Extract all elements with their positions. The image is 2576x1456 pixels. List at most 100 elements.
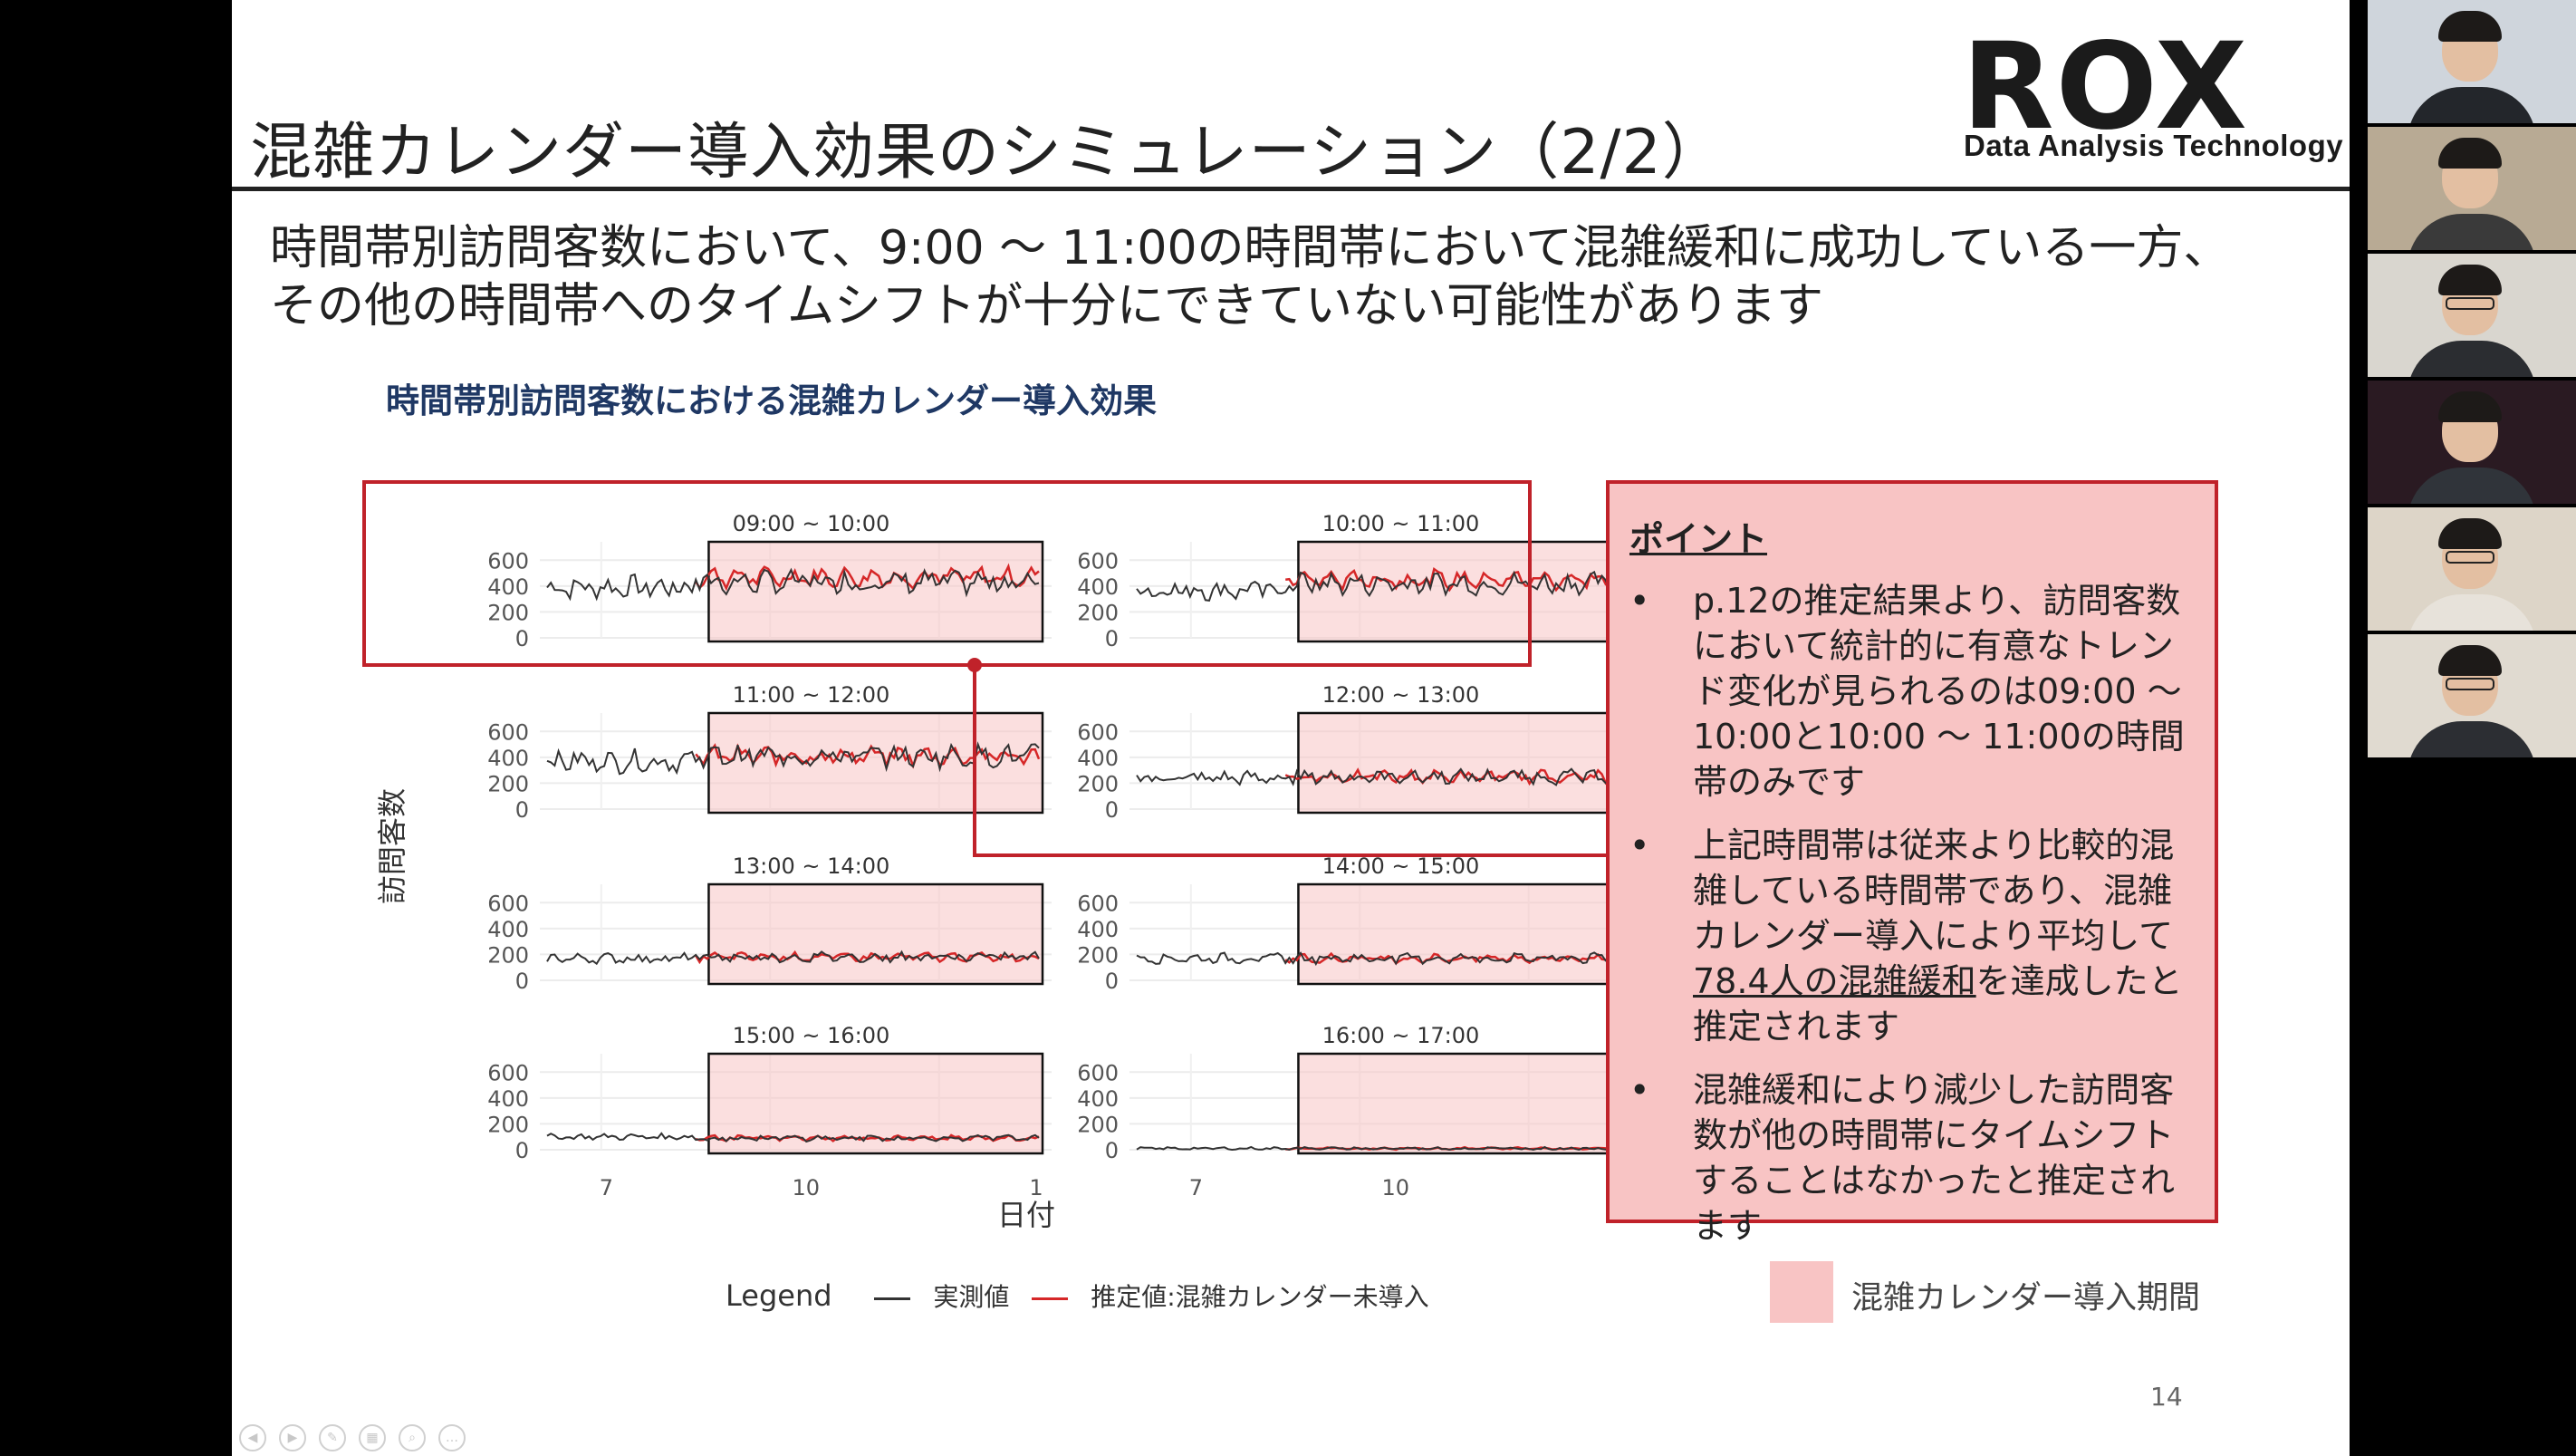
x-tick-label: 10	[1382, 1175, 1410, 1200]
participant-hair	[2438, 265, 2502, 295]
intervention-period-rect	[707, 540, 1044, 643]
y-tick-label: 200	[1077, 600, 1119, 625]
participant-video-tile[interactable]	[2368, 634, 2576, 757]
next-slide-icon[interactable]: ▶	[279, 1424, 306, 1451]
series-line-actual	[1136, 951, 1629, 967]
series-line-actual	[1136, 570, 1629, 603]
lead-line-1: 時間帯別訪問客数において、9:00 ～ 11:00の時間帯において混雑緩和に成功…	[270, 221, 2231, 275]
participant-hair	[2438, 11, 2502, 42]
panel-title: 09:00 ~ 10:00	[733, 511, 890, 536]
previous-slide-icon[interactable]: ◀	[239, 1424, 266, 1451]
participants-panel	[2368, 0, 2576, 1456]
period-swatch	[1770, 1261, 1833, 1323]
participant-hair	[2438, 138, 2502, 169]
slides-grid-icon[interactable]: ▦	[359, 1424, 386, 1451]
glasses-icon	[2446, 551, 2494, 564]
panel-title: 16:00 ~ 17:00	[1322, 1023, 1480, 1048]
y-tick-label: 400	[487, 917, 529, 942]
y-tick-label: 600	[487, 548, 529, 574]
more-options-icon[interactable]: …	[438, 1424, 466, 1451]
legend-estimate-swatch	[1032, 1297, 1069, 1300]
panel-title: 10:00 ~ 11:00	[1322, 511, 1480, 536]
zoom-icon[interactable]: ⌕	[399, 1424, 426, 1451]
y-tick-label: 200	[487, 600, 529, 625]
point-callout: ポイント • p.12の推定結果より、訪問客数において統計的に有意なトレンド変化…	[1606, 480, 2218, 1246]
slideshow-controls: ◀ ▶ ✎ ▦ ⌕ …	[239, 1424, 466, 1451]
y-tick-label: 600	[1077, 548, 1119, 574]
y-tick-label: 0	[1105, 797, 1119, 823]
bullet-dot: •	[1629, 1070, 1650, 1110]
legend-title: Legend	[726, 1278, 832, 1313]
y-tick-label: 600	[1077, 891, 1119, 916]
bullet-text-pre: 上記時間帯は従来より比較的混雑している時間帯であり、混雑カレンダー導入により平均…	[1693, 825, 2175, 956]
bullet-dot: •	[1629, 581, 1650, 621]
lead-text: 時間帯別訪問客数において、9:00 ～ 11:00の時間帯において混雑緩和に成功…	[270, 219, 2317, 335]
page-number: 14	[2150, 1382, 2183, 1412]
participant-video-tile[interactable]	[2368, 381, 2576, 504]
y-tick-label: 400	[1077, 574, 1119, 600]
series-line-estimate	[695, 563, 1040, 592]
series-line-estimate	[1285, 567, 1630, 593]
lead-line-2: その他の時間帯へのタイムシフトが十分にできていない可能性があります	[270, 279, 1823, 333]
participant-video-tile[interactable]	[2368, 127, 2576, 250]
logo-subtitle: Data Analysis Technology	[1964, 129, 2344, 162]
bullet-text: 上記時間帯は従来より比較的混雑している時間帯であり、混雑カレンダー導入により平均…	[1693, 823, 2200, 1049]
point-heading: ポイント	[1629, 519, 1768, 559]
x-axis-title: 日付	[997, 1198, 1055, 1232]
y-tick-label: 200	[487, 1112, 529, 1137]
participant-video-tile[interactable]	[2368, 507, 2576, 631]
y-tick-label: 0	[1105, 1138, 1119, 1163]
title-divider	[232, 187, 2350, 191]
glasses-icon	[2446, 678, 2494, 690]
participant-hair	[2438, 518, 2502, 549]
series-line-actual	[546, 567, 1040, 602]
y-tick-label: 400	[1077, 917, 1119, 942]
chart-legend: Legend 実測値 推定値:混雑カレンダー未導入	[726, 1278, 1429, 1314]
panel-title: 11:00 ~ 12:00	[733, 682, 890, 708]
y-tick-label: 0	[515, 1138, 529, 1163]
series-line-actual	[546, 1132, 1040, 1143]
y-tick-label: 0	[515, 797, 529, 823]
participant-video-tile[interactable]	[2368, 0, 2576, 123]
y-tick-label: 200	[1077, 771, 1119, 796]
y-tick-label: 0	[1105, 626, 1119, 651]
slide-title: 混雑カレンダー導入効果のシミュレーション（2/2）	[250, 117, 1725, 188]
y-tick-label: 400	[487, 574, 529, 600]
y-tick-label: 200	[1077, 942, 1119, 968]
logo-word: ROX	[1962, 17, 2249, 157]
intervention-period-rect	[707, 882, 1044, 986]
participant-video-tile[interactable]	[2368, 254, 2576, 377]
legend-actual-label: 実測値	[933, 1282, 1010, 1312]
y-tick-label: 600	[487, 1060, 529, 1085]
bullet-text: 混雑緩和により減少した訪問客数が他の時間帯にタイムシフトすることはなかったと推定…	[1693, 1070, 2176, 1246]
panel-title: 14:00 ~ 15:00	[1322, 853, 1480, 879]
y-tick-label: 400	[487, 746, 529, 771]
panel-title: 15:00 ~ 16:00	[733, 1023, 890, 1048]
y-tick-label: 0	[1105, 969, 1119, 994]
bullet-dot: •	[1629, 825, 1650, 865]
connector-dot	[967, 658, 982, 672]
callout-connector	[973, 665, 1606, 857]
y-tick-label: 400	[1077, 746, 1119, 771]
highlight-box	[362, 480, 1532, 667]
y-tick-label: 200	[487, 771, 529, 796]
panel-title: 12:00 ~ 13:00	[1322, 682, 1480, 708]
y-tick-label: 400	[487, 1086, 529, 1112]
intervention-period-rect	[707, 711, 1044, 815]
participant-hair	[2438, 645, 2502, 676]
y-tick-label: 600	[487, 891, 529, 916]
panel-title: 13:00 ~ 14:00	[733, 853, 890, 879]
legend-actual-swatch	[874, 1297, 911, 1300]
x-tick-label: 7	[1189, 1175, 1203, 1200]
bullet-text-underline: 78.4人の混雑緩和	[1693, 961, 1976, 1001]
x-tick-label: 7	[600, 1175, 613, 1200]
bullet-text-post: を達成したと推定されます	[1693, 961, 2183, 1046]
presentation-slide: 混雑カレンダー導入効果のシミュレーション（2/2） ROX Data Analy…	[232, 0, 2350, 1456]
y-tick-label: 0	[515, 626, 529, 651]
pen-icon[interactable]: ✎	[319, 1424, 346, 1451]
intervention-period-rect	[1297, 882, 1634, 986]
intervention-period-rect	[1297, 540, 1634, 643]
chart-title: 時間帯別訪問客数における混雑カレンダー導入効果	[386, 381, 1157, 420]
x-tick-label: 10	[793, 1175, 821, 1200]
